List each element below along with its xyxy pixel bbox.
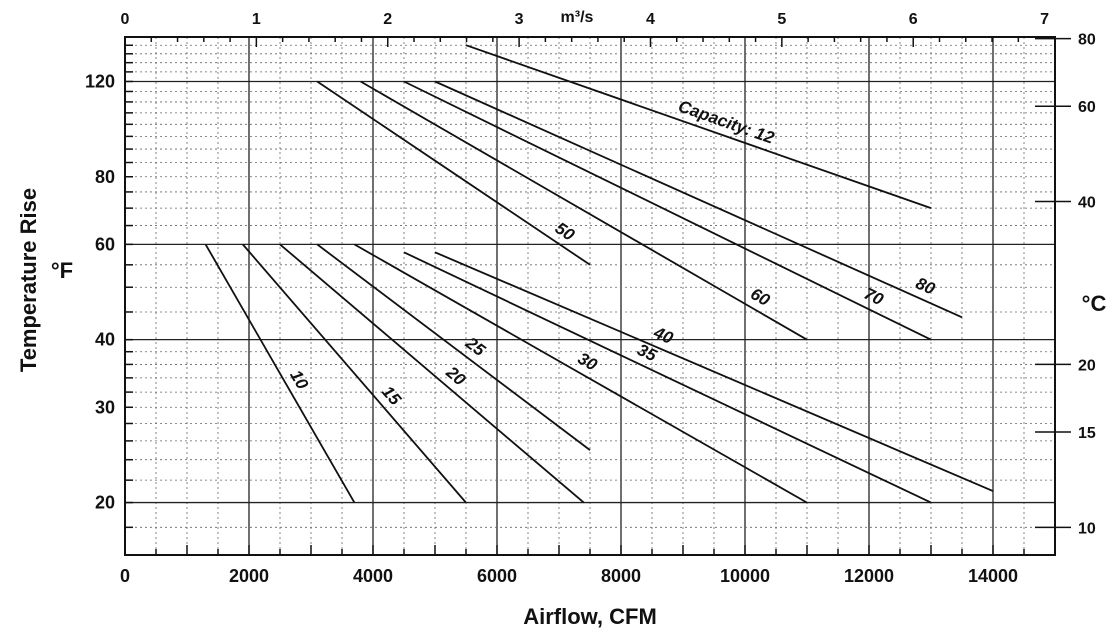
x-tick-label: 0 <box>120 566 130 586</box>
series-line <box>316 80 591 266</box>
series-line <box>403 251 932 504</box>
y2-tick-label: 60 <box>1078 99 1096 116</box>
x2-tick-label: 1 <box>252 11 261 28</box>
x-tick-label: 12000 <box>844 566 894 586</box>
x2-tick-label: 7 <box>1040 11 1049 28</box>
x2-tick-label: 4 <box>646 11 655 28</box>
y-tick-label: 80 <box>95 167 115 187</box>
y-axis-unit-f: °F <box>51 258 73 283</box>
x-tick-label: 6000 <box>477 566 517 586</box>
x-axis-title: Airflow, CFM <box>523 604 657 629</box>
series-line <box>434 251 994 492</box>
series-line <box>279 243 585 504</box>
y-tick-label: 40 <box>95 330 115 350</box>
y-tick-label: 60 <box>95 234 115 254</box>
x-tick-label: 14000 <box>968 566 1018 586</box>
series-label: 30 <box>575 349 601 375</box>
x2-tick-label: 5 <box>777 11 786 28</box>
y2-axis-unit-c: °C <box>1082 291 1107 316</box>
series-line <box>360 80 808 341</box>
x-tick-label: 2000 <box>229 566 269 586</box>
x-tick-label: 10000 <box>720 566 770 586</box>
axis-ticks <box>124 37 1071 555</box>
series-label: 60 <box>747 284 773 310</box>
series-line <box>403 80 932 341</box>
series-line <box>353 243 808 504</box>
y2-tick-label: 40 <box>1078 195 1096 212</box>
x2-tick-label: 3 <box>515 11 524 28</box>
y-tick-label: 30 <box>95 397 115 417</box>
x-tick-label: 8000 <box>601 566 641 586</box>
y2-tick-label: 20 <box>1078 357 1096 374</box>
series-line <box>316 243 591 451</box>
grid <box>125 37 1055 555</box>
tick-labels: 0 2000 4000 6000 8000 10000 12000 14000 0 1 2 3 4 5 6 7… <box>85 11 1096 586</box>
series-line <box>434 80 963 319</box>
y2-tick-label: 10 <box>1078 520 1096 537</box>
y2-tick-label: 80 <box>1078 32 1096 49</box>
x2-axis-unit: m³/s <box>561 9 594 26</box>
series-label: 70 <box>861 284 887 310</box>
series-label: 80 <box>913 274 939 299</box>
x-tick-label: 4000 <box>353 566 393 586</box>
series-line <box>465 44 932 209</box>
series-label: Capacity: 12 <box>676 97 777 148</box>
y-axis-title: Temperature Rise <box>16 188 41 372</box>
series-label: 10 <box>286 367 312 393</box>
series-line <box>204 243 356 504</box>
x2-tick-label: 2 <box>383 11 392 28</box>
series-line <box>242 243 467 504</box>
y-tick-label: 20 <box>95 493 115 513</box>
y2-tick-label: 15 <box>1078 425 1096 442</box>
y-tick-label: 120 <box>85 71 115 91</box>
x2-tick-label: 0 <box>121 11 130 28</box>
series-label: 40 <box>650 323 676 349</box>
x2-tick-label: 6 <box>909 11 918 28</box>
